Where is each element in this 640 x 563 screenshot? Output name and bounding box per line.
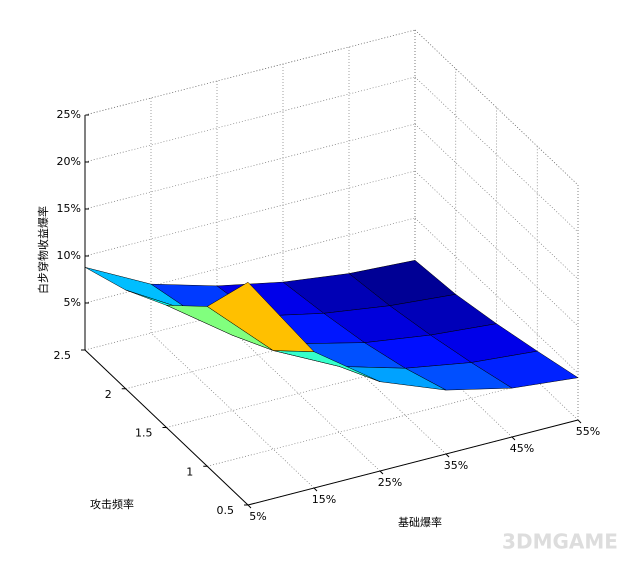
tick-mark bbox=[313, 487, 318, 492]
tick-mark bbox=[445, 453, 450, 458]
y-tick-label: 2 bbox=[105, 388, 112, 401]
y-tick-label: 2.5 bbox=[54, 349, 72, 362]
z-tick-label: 15% bbox=[57, 202, 81, 215]
x-tick-label: 15% bbox=[312, 493, 336, 506]
z-tick-label: 25% bbox=[57, 108, 81, 121]
y-axis-label: 攻击频率 bbox=[90, 497, 134, 511]
tick-mark bbox=[379, 470, 384, 475]
z-axis-label: 白步穿物收益爆率 bbox=[36, 206, 50, 294]
surface-patch bbox=[206, 281, 315, 352]
axis-line bbox=[247, 419, 579, 506]
tick-mark bbox=[577, 419, 582, 424]
y-tick-label: 1.5 bbox=[135, 427, 153, 440]
z-tick-label: 5% bbox=[64, 296, 81, 309]
y-tick-label: 0.5 bbox=[217, 504, 235, 517]
z-tick-label: 10% bbox=[57, 249, 81, 262]
axis-line bbox=[84, 349, 249, 506]
x-tick-label: 35% bbox=[444, 459, 468, 472]
x-tick-label: 55% bbox=[576, 425, 600, 438]
tick-mark bbox=[511, 436, 516, 441]
x-axis-label: 基础爆率 bbox=[398, 515, 442, 529]
x-tick-label: 45% bbox=[510, 442, 534, 455]
watermark: 3DMGAME bbox=[502, 530, 618, 554]
z-tick-label: 20% bbox=[57, 155, 81, 168]
y-tick-label: 1 bbox=[186, 465, 193, 478]
x-tick-label: 25% bbox=[378, 476, 402, 489]
x-tick-label: 5% bbox=[249, 510, 266, 523]
tick-mark bbox=[247, 504, 252, 509]
